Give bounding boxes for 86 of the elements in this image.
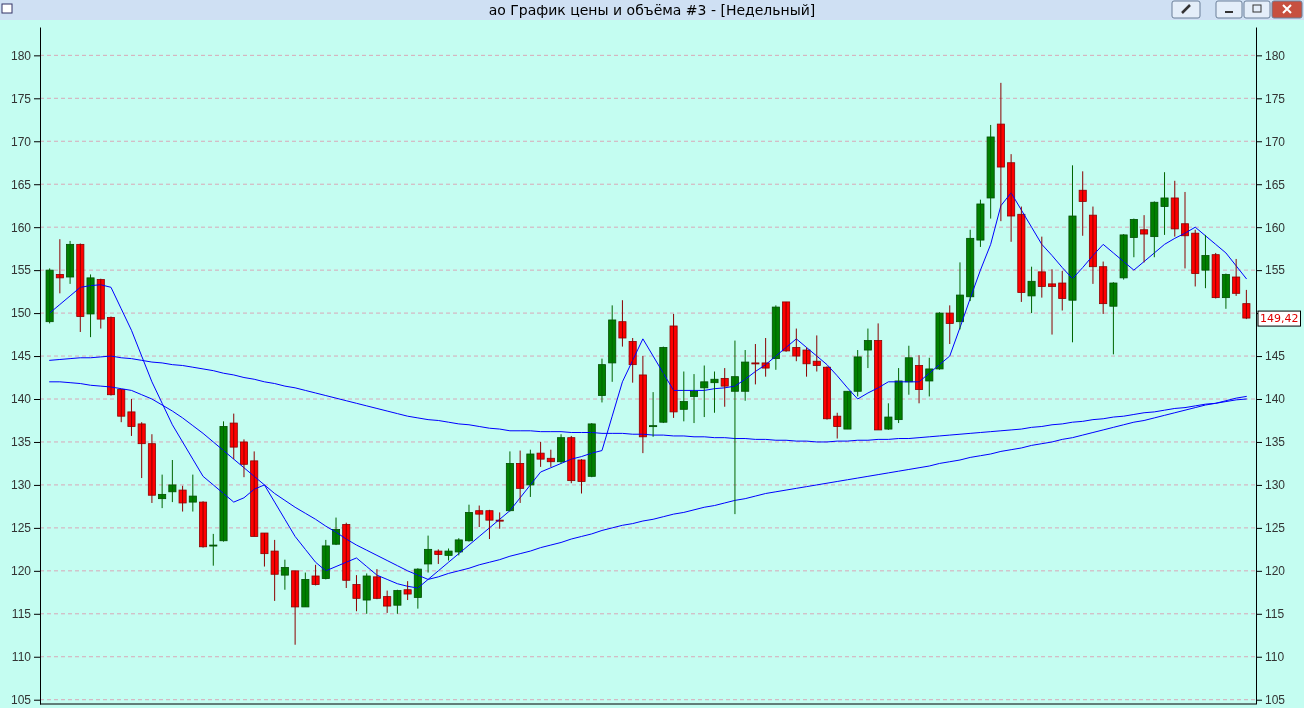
candlestick (1242, 289, 1251, 320)
candlestick (219, 420, 228, 543)
y-tick-label: 175 (10, 91, 32, 106)
candlestick (628, 337, 637, 384)
candlestick (659, 346, 668, 424)
y-tick-label: 110 (11, 650, 32, 665)
candlestick (1119, 233, 1128, 281)
y2-tick-label: 145 (1265, 349, 1286, 364)
candlestick (362, 572, 371, 615)
candlestick (352, 574, 361, 612)
y2-tick-label: 155 (1265, 263, 1286, 278)
y2-tick-label: 105 (1265, 693, 1286, 708)
candlestick (1037, 236, 1046, 299)
candlestick (679, 371, 688, 422)
y-tick-label: 165 (10, 177, 32, 192)
candlestick (434, 548, 443, 565)
candlestick (1048, 268, 1057, 336)
chart-title: ао График цены и объёма #3 - [Недельный] (488, 2, 816, 18)
y2-tick-label: 135 (1265, 435, 1286, 450)
candlestick (1078, 170, 1087, 237)
candlestick (188, 474, 197, 513)
y2-tick-label: 175 (1265, 91, 1286, 106)
candlestick (618, 299, 627, 348)
y-tick-label: 105 (10, 693, 32, 708)
y-tick-label: 150 (10, 306, 32, 321)
candlestick (720, 367, 729, 408)
candlestick (45, 267, 54, 324)
y-tick-label: 140 (10, 392, 32, 407)
y-tick-label: 145 (10, 349, 32, 364)
candlestick (1058, 270, 1067, 312)
y-tick-label: 120 (10, 564, 32, 579)
candlestick (444, 548, 453, 562)
candlestick (945, 304, 954, 345)
y2-tick-label: 110 (1265, 650, 1285, 665)
candlestick (86, 273, 95, 338)
y-tick-label: 180 (10, 48, 32, 63)
candlestick (925, 357, 934, 397)
y2-tick-label: 160 (1265, 220, 1286, 235)
candlestick (209, 533, 218, 567)
candlestick (986, 124, 995, 220)
candlestick (1211, 252, 1220, 299)
y-tick-label: 170 (10, 134, 32, 149)
y-tick-label: 155 (10, 263, 32, 278)
candlestick (1109, 281, 1118, 355)
candlestick (843, 390, 852, 430)
candlestick (475, 505, 484, 528)
candlestick (76, 243, 85, 333)
y2-tick-label: 180 (1265, 48, 1286, 63)
y2-tick-label: 165 (1265, 177, 1286, 192)
candlestick (383, 590, 392, 614)
y-tick-label: 160 (10, 220, 32, 235)
candlestick (935, 311, 944, 371)
candlestick (976, 199, 985, 248)
y2-tick-label: 170 (1265, 134, 1286, 149)
y2-tick-label: 130 (1265, 478, 1286, 493)
y-tick-label: 130 (10, 478, 32, 493)
candlestick (1140, 214, 1149, 263)
candlestick (454, 537, 463, 556)
candlestick (853, 349, 862, 397)
candlestick (700, 365, 709, 418)
candlestick (536, 441, 545, 468)
candlestick (1170, 180, 1179, 238)
candlestick (55, 238, 64, 294)
y2-tick-label: 115 (1265, 607, 1285, 622)
candlestick (1201, 234, 1210, 289)
y-tick-label: 115 (11, 607, 32, 622)
candlestick (311, 564, 320, 586)
candlestick (710, 371, 719, 414)
candlestick (1027, 266, 1036, 314)
candlestick (1068, 164, 1077, 343)
candlestick (168, 459, 177, 503)
candlestick (301, 572, 310, 608)
candlestick (403, 580, 412, 601)
candlestick (1017, 206, 1026, 303)
y2-tick-label: 125 (1265, 521, 1286, 536)
y-tick-label: 135 (10, 435, 32, 450)
y2-tick-label: 140 (1265, 392, 1286, 407)
candlestick (526, 449, 535, 498)
candlestick (669, 313, 678, 419)
candlestick (393, 589, 402, 615)
text: 149,42 (1260, 312, 1299, 326)
candlestick (178, 485, 187, 513)
y-tick-label: 125 (10, 521, 32, 536)
y2-tick-label: 120 (1265, 564, 1286, 579)
candlestick (608, 304, 617, 383)
candlestick (229, 413, 238, 460)
